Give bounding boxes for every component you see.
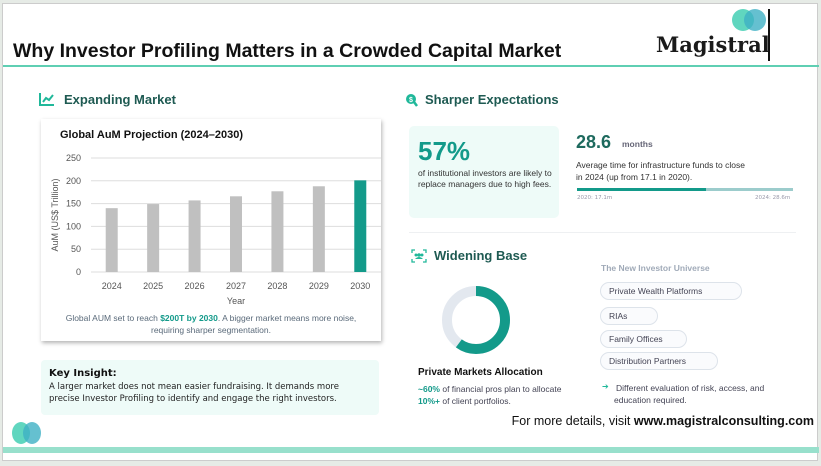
universe-pill: Distribution Partners: [600, 352, 718, 370]
section-divider: [409, 232, 796, 233]
x-tick-label: 2027: [226, 281, 246, 291]
x-tick-label: 2026: [185, 281, 205, 291]
stat-value: 57%: [418, 136, 471, 166]
bar-2026: [188, 200, 201, 272]
arrow-right-icon: ➔: [602, 382, 609, 391]
x-tick-label: 2024: [102, 281, 122, 291]
allocation-highlight-1: ~60%: [418, 384, 440, 394]
page-title: Why Investor Profiling Matters in a Crow…: [13, 40, 562, 62]
universe-pill: Family Offices: [600, 330, 687, 348]
y-tick-label: 250: [66, 153, 81, 163]
progress-fill: [577, 188, 707, 191]
footer-logo-circles: [12, 422, 52, 444]
logo-circles: [732, 9, 772, 31]
footer-label: For more details, visit: [511, 414, 634, 428]
bar-2028: [271, 191, 284, 272]
caption-text-end: . A bigger market means more noise, requ…: [150, 313, 357, 335]
bar-2027: [230, 196, 242, 272]
allocation-donut: [442, 286, 510, 354]
y-tick-label: 50: [71, 244, 81, 254]
section-heading-expanding: Expanding Market: [64, 92, 176, 107]
donut-value-arc: [442, 286, 510, 354]
insight-text: A larger market does not mean easier fun…: [49, 382, 339, 404]
allocation-text-end: of client portfolios.: [439, 396, 511, 406]
progress-end-label: 2024: 28.6m: [755, 195, 791, 201]
header-divider: [3, 65, 819, 67]
months-unit: months: [622, 139, 653, 149]
allocation-title: Private Markets Allocation: [418, 367, 543, 378]
allocation-text: ~60% of financial pros plan to allocate …: [418, 383, 578, 407]
section-heading-sharper: Sharper Expectations: [425, 92, 559, 107]
footer-link[interactable]: www.magistralconsulting.com: [633, 414, 814, 428]
section-heading-widening: Widening Base: [434, 248, 528, 263]
universe-pill: RIAs: [600, 307, 658, 325]
x-tick-label: 2025: [143, 281, 163, 291]
key-insight-box: Key Insight: A larger market does not me…: [41, 360, 379, 415]
y-tick-label: 100: [66, 221, 81, 231]
svg-text:$: $: [409, 97, 413, 104]
progress-bar: [577, 188, 793, 191]
bar-2029: [312, 186, 325, 272]
bar-2024: [105, 208, 118, 272]
logo-divider: [768, 9, 770, 61]
stat-text: of institutional investors are likely to…: [418, 168, 552, 189]
universe-note: Different evaluation of risk, access, an…: [614, 383, 765, 405]
footer-divider: [3, 447, 819, 453]
caption-text: Global AUM set to reach: [65, 313, 161, 323]
y-tick-label: 0: [76, 267, 81, 277]
insight-title: Key Insight:: [49, 368, 117, 379]
allocation-text-mid: of financial pros plan to allocate: [439, 384, 562, 394]
x-axis-label: Year: [227, 296, 245, 306]
bar-chart: 0 50 100 150 200 250 2024 2025 2026 2027 2028 2029 2…: [50, 153, 381, 306]
allocation-highlight-2: 10%+: [418, 396, 440, 406]
caption-highlight: $200T by 2030: [160, 313, 218, 323]
slide: Why Investor Profiling Matters in a Crow…: [2, 3, 819, 461]
x-tick-label: 2028: [267, 281, 287, 291]
bar-2025: [147, 204, 160, 272]
chart-title: Global AuM Projection (2024–2030): [60, 129, 243, 141]
bar-2030: [354, 180, 367, 272]
logo: Magistral: [656, 32, 770, 57]
stat-card: 57% of institutional investors are likel…: [409, 126, 559, 218]
chart-caption: Global AUM set to reach $200T by 2030. A…: [51, 312, 371, 336]
x-tick-label: 2029: [309, 281, 329, 291]
universe-pill: Private Wealth Platforms: [600, 282, 742, 300]
users-scan-icon: [411, 249, 427, 263]
line-chart-icon: [39, 93, 54, 106]
progress-start-label: 2020: 17.1m: [577, 195, 613, 201]
x-tick-label: 2030: [350, 281, 370, 291]
y-tick-label: 150: [66, 199, 81, 209]
y-axis-label: AuM (US$ Trillion): [50, 178, 60, 251]
search-dollar-icon: $: [406, 94, 418, 107]
footer-text: For more details, visit www.magistralcon…: [512, 414, 814, 428]
y-tick-label: 200: [66, 176, 81, 186]
months-value: 28.6: [576, 132, 612, 152]
chart-card: Global AuM Projection (2024–2030) 0 50 100…: [41, 119, 381, 341]
universe-title: The New Investor Universe: [601, 263, 710, 273]
months-text: Average time for infrastructure funds to…: [576, 160, 745, 182]
